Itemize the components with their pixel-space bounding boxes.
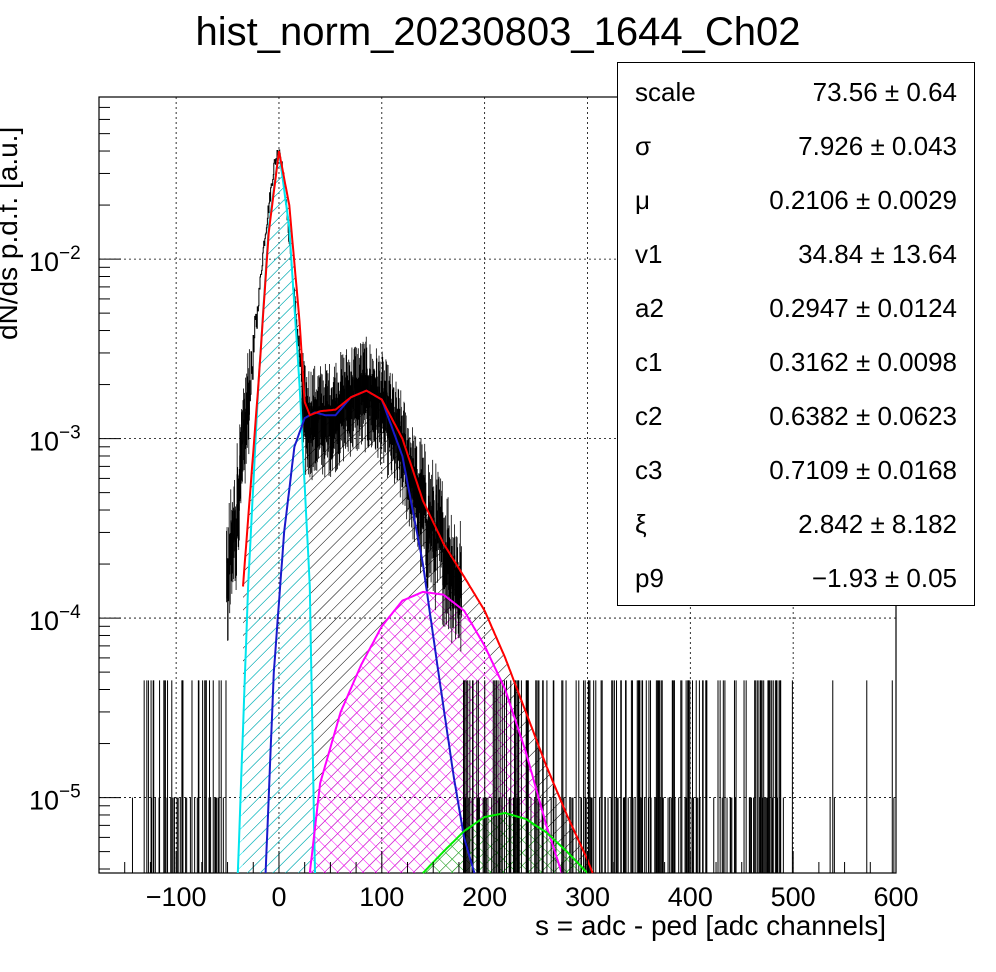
param-value: −1.93 ± 0.05: [811, 563, 957, 593]
x-tick-label: 400: [668, 882, 713, 912]
param-value: 0.2106 ± 0.0029: [769, 185, 957, 215]
param-value: 0.7109 ± 0.0168: [769, 455, 957, 485]
stats-row: c3 0.7109 ± 0.0168: [618, 441, 974, 495]
stats-row: σ 7.926 ± 0.043: [618, 117, 974, 171]
param-name: c2: [635, 401, 663, 431]
x-tick-label: 0: [271, 882, 286, 912]
fit-stats-box: scale 73.56 ± 0.64 σ 7.926 ± 0.043 μ 0.2…: [617, 62, 975, 606]
y-axis-label: dN/ds p.d.f. [a.u.]: [0, 126, 23, 340]
param-value: 0.3162 ± 0.0098: [769, 347, 957, 377]
x-tick-label: 100: [359, 882, 404, 912]
param-value: 34.84 ± 13.64: [798, 239, 957, 269]
data-histogram: [131, 149, 895, 873]
param-value: 0.6382 ± 0.0623: [769, 401, 957, 431]
x-tick-label: 200: [462, 882, 507, 912]
stats-row: p9 −1.93 ± 0.05: [618, 549, 974, 603]
stats-row: μ 0.2106 ± 0.0029: [618, 171, 974, 225]
y-tick-label: 10−3: [29, 423, 81, 457]
param-value: 7.926 ± 0.043: [798, 131, 957, 161]
param-value: 73.56 ± 0.64: [812, 77, 957, 107]
x-tick-label: 300: [565, 882, 610, 912]
x-tick-label: 500: [771, 882, 816, 912]
x-tick-label: 600: [873, 882, 918, 912]
chart-title: hist_norm_20230803_1644_Ch02: [195, 10, 801, 54]
x-axis-label: s = adc - ped [adc channels]: [535, 910, 886, 941]
y-tick-label: 10−2: [29, 243, 81, 277]
stats-row: c2 0.6382 ± 0.0623: [618, 387, 974, 441]
x-tick-label: −100: [146, 882, 207, 912]
param-name: a2: [635, 293, 664, 323]
two-pe-fit-curve: [308, 590, 563, 874]
param-name: p9: [635, 563, 664, 593]
y-tick-label: 10−5: [29, 782, 81, 816]
param-name: c3: [635, 455, 663, 485]
stats-row: a2 0.2947 ± 0.0124: [618, 279, 974, 333]
stats-row: scale 73.56 ± 0.64: [618, 63, 974, 117]
param-name: c1: [635, 347, 663, 377]
three-pe-fit-curve: [422, 811, 589, 874]
param-name: scale: [635, 77, 696, 107]
stats-row: v1 34.84 ± 13.64: [618, 225, 974, 279]
total-fit-curve: [242, 150, 594, 874]
series-layer: [131, 149, 895, 874]
histogram-outline: [226, 149, 462, 613]
y-tick-label: 10−4: [29, 602, 81, 636]
param-value: 2.842 ± 8.182: [798, 509, 957, 539]
param-name: ξ: [635, 509, 647, 539]
param-name: v1: [635, 239, 663, 269]
ticks: −100 0 100 200 300 400 500 600 10−5 10−4 10−3 10−2: [29, 96, 919, 912]
stats-row: c1 0.3162 ± 0.0098: [618, 333, 974, 387]
param-name: μ: [635, 185, 650, 215]
stats-row: ξ 2.842 ± 8.182: [618, 495, 974, 549]
param-name: σ: [635, 131, 652, 161]
param-value: 0.2947 ± 0.0124: [769, 293, 957, 323]
